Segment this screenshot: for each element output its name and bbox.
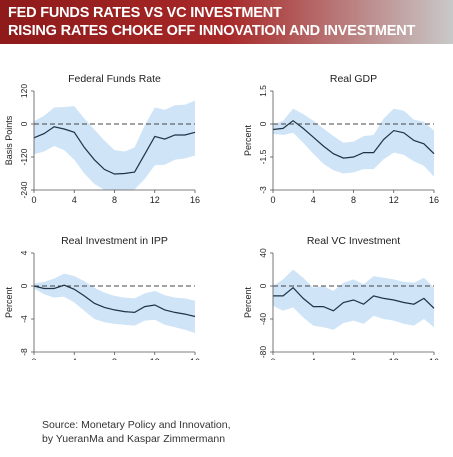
x-tick-label: 0 [31,357,36,360]
y-tick-label: 40 [258,248,268,258]
chart-title: Federal Funds Rate [68,73,161,85]
x-tick-label: 0 [31,195,36,205]
x-tick-label: 0 [270,357,275,360]
panel-1: 0 4 8 12 16 120 0 -120 -240 Basis Points Federal F… [4,73,200,205]
y-tick-label: -40 [258,313,268,326]
x-tick-label: 12 [389,357,399,360]
y-axis-label: Percent [4,286,14,318]
x-tick-label: 8 [112,357,117,360]
banner-title: FED FUNDS RATES VS VC INVESTMENT [8,5,282,21]
y-tick-label: 4 [19,250,29,255]
banner-subtitle: RISING RATES CHOKE OFF INNOVATION AND IN… [8,23,416,39]
panel-3: 0 4 8 12 16 4 0 -4 -8 Percent Real Investment in I… [4,235,200,360]
chart-title: Real VC Investment [307,235,400,247]
y-tick-label: -4 [19,315,29,323]
confidence-band [34,100,195,190]
y-tick-label: 0 [19,283,29,288]
series-line [273,286,435,312]
y-tick-label: 120 [19,84,29,98]
x-tick-label: 12 [389,195,399,205]
chart-title: Real Investment in IPP [61,235,168,247]
y-tick-label: -120 [19,148,29,165]
x-tick-label: 0 [270,195,275,205]
y-axis-label: Percent [243,124,253,156]
x-tick-label: 12 [150,357,160,360]
x-tick-label: 4 [72,357,77,360]
source-line-2: by YueranMa and Kaspar Zimmermann [42,433,226,445]
x-tick-label: 16 [190,195,200,205]
confidence-band [34,273,195,333]
panel-2: 0 4 8 12 16 1.5 0 -1.5 -3 Percent Real GDP [243,73,439,205]
x-tick-label: 12 [150,195,160,205]
x-tick-label: 16 [429,357,439,360]
y-tick-label: -240 [19,181,29,198]
y-axis-label: Basis Points [4,115,14,165]
x-tick-label: 8 [351,195,356,205]
y-tick-label: -80 [258,346,268,359]
series-line [33,126,196,175]
series-line [33,284,196,318]
y-tick-label: -1.5 [258,149,268,164]
y-tick-label: 0 [258,283,268,288]
y-tick-label: 0 [258,121,268,126]
x-tick-label: 4 [311,357,316,360]
x-tick-label: 16 [190,357,200,360]
title-banner: FED FUNDS RATES VS VC INVESTMENT RISING … [0,0,453,44]
y-tick-label: 1.5 [258,85,268,97]
chart-title: Real GDP [330,73,377,85]
confidence-band [273,108,434,177]
x-tick-label: 8 [112,195,117,205]
x-tick-label: 4 [311,195,316,205]
series-line [272,119,435,159]
x-tick-label: 16 [429,195,439,205]
source-line-1: Source: Monetary Policy and Innovation, [42,419,231,431]
y-tick-label: -3 [258,186,268,194]
x-tick-label: 8 [351,357,356,360]
y-axis-label: Percent [243,286,253,318]
panel-4: 0 4 8 12 16 40 0 -40 -80 Percent Real VC Investmen… [243,235,439,360]
y-tick-label: 0 [19,121,29,126]
y-tick-label: -8 [19,348,29,356]
x-tick-label: 4 [72,195,77,205]
